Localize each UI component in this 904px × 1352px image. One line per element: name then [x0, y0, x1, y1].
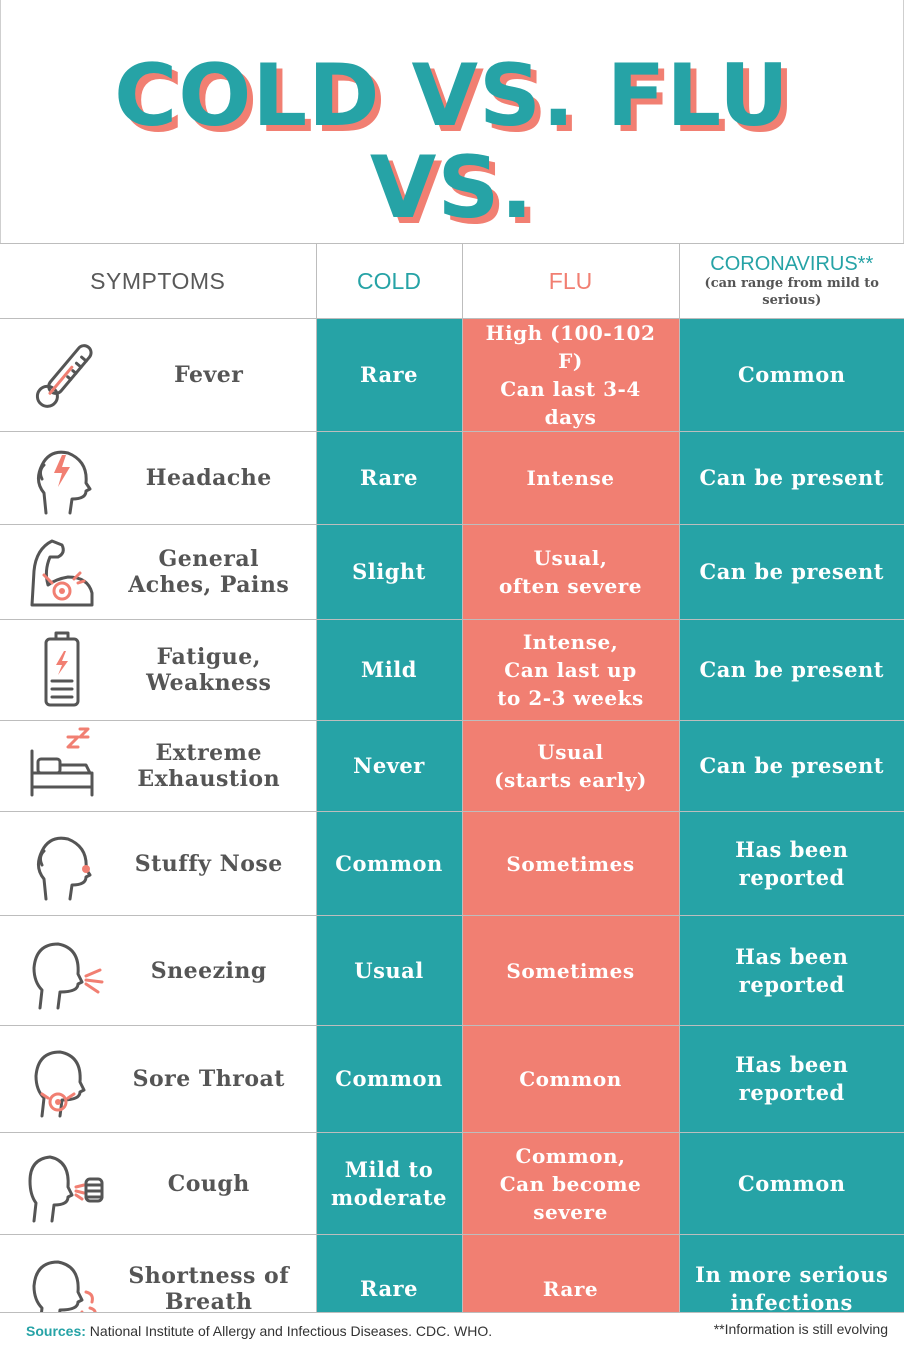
cold-cell: Common: [315, 811, 462, 916]
headache-icon: [37, 450, 92, 515]
symptom-cell: Fatigue, Weakness: [0, 619, 316, 721]
header-symptoms: SYMPTOMS: [0, 243, 316, 319]
coronavirus-cell: Has been reported: [678, 1025, 904, 1133]
header-coronavirus: CORONAVIRUS** (can range from mild to se…: [678, 243, 904, 319]
flu-cell: Usual, often severe: [461, 524, 679, 620]
coronavirus-cell: Can be present: [678, 431, 904, 525]
coronavirus-cell: Common: [678, 318, 904, 432]
cold-cell: Never: [315, 720, 462, 812]
table-row: Extreme Exhaustion Never Usual (starts ear…: [0, 720, 904, 812]
symptom-cell: Extreme Exhaustion: [0, 720, 316, 812]
coronavirus-cell: Has been reported: [678, 915, 904, 1026]
symptom-label: Stuffy Nose: [134, 850, 283, 877]
evolving-note: **Information is still evolving: [713, 1321, 888, 1337]
low-battery-icon: [44, 631, 80, 707]
cold-cell: Common: [315, 1025, 462, 1133]
symptom-label: Fatigue, Weakness: [146, 644, 272, 696]
footer: Sources: National Institute of Allergy a…: [0, 1312, 904, 1352]
cold-cell: Slight: [315, 524, 462, 620]
flu-cell: Intense, Can last up to 2-3 weeks: [461, 619, 679, 721]
sneezing-head-icon: [32, 942, 104, 1009]
flu-cell: Sometimes: [461, 811, 679, 916]
table-row: General Aches, Pains Slight Usual, often s…: [0, 524, 904, 620]
table-row: Fatigue, Weakness Mild Intense, Can last u…: [0, 619, 904, 721]
flu-cell: Usual (starts early): [461, 720, 679, 812]
flu-cell: High (100-102 F) Can last 3-4 days: [461, 318, 679, 432]
table-row: Cough Mild to moderate Common, Can become …: [0, 1132, 904, 1235]
cold-cell: Mild: [315, 619, 462, 721]
cold-cell: Usual: [315, 915, 462, 1026]
sources-label: Sources:: [26, 1323, 86, 1339]
sore-throat-icon: [34, 1050, 86, 1118]
header-row: SYMPTOMS COLD FLU CORONAVIRUS** (can ran…: [0, 243, 904, 319]
header-flu: FLU: [461, 243, 679, 319]
thermometer-icon: [35, 344, 93, 408]
symptom-label: Fever: [174, 362, 244, 388]
comparison-table: SYMPTOMS COLD FLU CORONAVIRUS** (can ran…: [0, 243, 904, 1343]
title-line-1: COLD VS. FLU: [114, 46, 790, 146]
flu-cell: Common: [461, 1025, 679, 1133]
sources-line: Sources: National Institute of Allergy a…: [26, 1323, 492, 1339]
table-row: Stuffy Nose Common Sometimes Has been repor…: [0, 811, 904, 916]
symptom-label: Shortness of Breath: [128, 1262, 290, 1315]
header-coronavirus-note: (can range from mild to serious): [704, 276, 879, 308]
symptom-cell: Sneezing: [0, 915, 316, 1026]
header-cold: COLD: [315, 243, 462, 319]
flu-cell: Common, Can become severe: [461, 1132, 679, 1235]
table-row: Headache Rare Intense Can be present: [0, 431, 904, 525]
table-row: Sneezing Usual Sometimes Has been reported: [0, 915, 904, 1026]
symptom-label: Headache: [145, 465, 272, 491]
symptom-label: Cough: [167, 1170, 250, 1197]
symptom-label: Sore Throat: [132, 1066, 285, 1092]
symptom-cell: Cough: [0, 1132, 316, 1235]
coronavirus-cell: Can be present: [678, 524, 904, 620]
header-coronavirus-label: CORONAVIRUS**: [710, 253, 874, 275]
stuffy-nose-icon: [37, 836, 92, 900]
symptom-label: General Aches, Pains: [128, 546, 290, 598]
table-row: Sore Throat Common Common Has been reported: [0, 1025, 904, 1133]
symptom-cell: General Aches, Pains: [0, 524, 316, 620]
flexed-arm-icon: [30, 539, 94, 607]
coronavirus-cell: Has been reported: [678, 811, 904, 916]
coronavirus-cell: Common: [678, 1132, 904, 1235]
flu-cell: Sometimes: [461, 915, 679, 1026]
symptom-cell: Sore Throat: [0, 1025, 316, 1133]
sources-text: National Institute of Allergy and Infect…: [85, 1323, 493, 1339]
table-row: Fever Rare High (100-102 F) Can last 3-4 d…: [0, 318, 904, 432]
symptom-label: Extreme Exhaustion: [137, 740, 281, 792]
cough-fist-icon: [28, 1155, 104, 1222]
symptom-label: Sneezing: [150, 957, 267, 984]
symptom-cell: Fever: [0, 318, 316, 432]
coronavirus-cell: Can be present: [678, 720, 904, 812]
cold-cell: Rare: [315, 431, 462, 525]
cold-cell: Mild to moderate: [315, 1132, 462, 1235]
cold-cell: Rare: [315, 318, 462, 432]
coronavirus-cell: Can be present: [678, 619, 904, 721]
symptom-cell: Stuffy Nose: [0, 811, 316, 916]
symptom-cell: Headache: [0, 431, 316, 525]
bed-sleep-icon: [30, 727, 94, 797]
flu-cell: Intense: [461, 431, 679, 525]
